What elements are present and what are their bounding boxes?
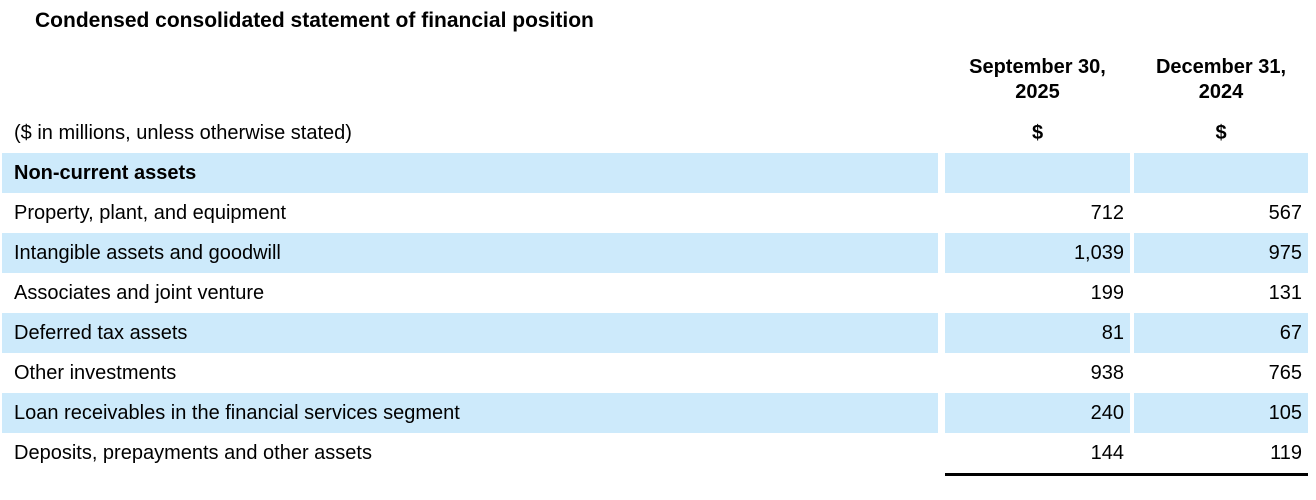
- row-label: Associates and joint venture: [0, 273, 938, 313]
- currency-symbol-sep-2025: $: [1031, 122, 1044, 144]
- row-value-dec-2024: 67: [1134, 313, 1308, 353]
- row-value-dec-2024: 131: [1268, 282, 1302, 304]
- currency-symbol-dec-2024: $: [1215, 122, 1227, 144]
- table-row: Other investments 938 765: [0, 353, 1316, 393]
- section-empty-cell: [945, 153, 1130, 193]
- column-gap: [938, 273, 945, 313]
- row-label: Intangible assets and goodwill: [0, 233, 938, 273]
- row-label: Deposits, prepayments and other assets: [0, 433, 938, 473]
- column-header-line2: 2024: [1198, 81, 1244, 103]
- units-row: ($ in millions, unless otherwise stated)…: [0, 113, 1316, 153]
- row-value-dec-2024: 975: [1134, 233, 1308, 273]
- section-label: Non-current assets: [0, 153, 938, 193]
- column-header-line1: September 30,: [969, 56, 1106, 78]
- unit-note: ($ in millions, unless otherwise stated): [0, 113, 938, 153]
- row-value-sep-2025: 712: [1090, 202, 1124, 224]
- column-gap: [1130, 32, 1134, 113]
- column-gap: [1130, 273, 1134, 313]
- column-gap: [1130, 153, 1134, 193]
- row-label: Deferred tax assets: [0, 313, 938, 353]
- page-title: Condensed consolidated statement of fina…: [35, 9, 594, 32]
- row-value-sep-2025: 938: [1090, 362, 1124, 384]
- row-value-sep-2025: 144: [1090, 442, 1124, 464]
- table-row: Property, plant, and equipment 712 567: [0, 193, 1316, 233]
- column-header-sep-30-2025: September 30, 2025: [945, 32, 1130, 113]
- table-bottom-rule: [945, 473, 1308, 476]
- column-gap: [938, 153, 945, 193]
- row-value-dec-2024: 567: [1268, 202, 1302, 224]
- column-gap: [1130, 113, 1134, 153]
- column-header-line1: December 31,: [1155, 56, 1287, 78]
- section-empty-cell: [1134, 153, 1308, 193]
- row-value-sep-2025: 240: [945, 393, 1130, 433]
- row-value-sep-2025: 1,039: [945, 233, 1130, 273]
- column-gap: [938, 433, 945, 473]
- column-gap: [938, 32, 945, 113]
- table-row: Deferred tax assets 81 67: [0, 313, 1316, 353]
- row-value-dec-2024: 119: [1270, 442, 1302, 464]
- row-label: Loan receivables in the financial servic…: [0, 393, 938, 433]
- table-header-row: September 30, 2025 December 31, 2024: [0, 32, 1316, 113]
- row-label: Other investments: [0, 353, 938, 393]
- column-header-line2: 2025: [1015, 81, 1060, 103]
- column-gap: [1130, 393, 1134, 433]
- column-gap: [1130, 313, 1134, 353]
- column-header-dec-31-2024: December 31, 2024: [1134, 32, 1308, 113]
- table-row: Loan receivables in the financial servic…: [0, 393, 1316, 433]
- column-gap: [938, 353, 945, 393]
- column-gap: [938, 393, 945, 433]
- table-row: Intangible assets and goodwill 1,039 975: [0, 233, 1316, 273]
- header-spacer: [0, 32, 938, 113]
- row-value-sep-2025: 199: [1090, 282, 1124, 304]
- column-gap: [1130, 193, 1134, 233]
- column-gap: [1130, 353, 1134, 393]
- section-row-non-current-assets: Non-current assets: [0, 153, 1316, 193]
- row-value-sep-2025: 81: [945, 313, 1130, 353]
- column-gap: [938, 313, 945, 353]
- column-gap: [938, 113, 945, 153]
- column-gap: [938, 233, 945, 273]
- column-gap: [1130, 433, 1134, 473]
- column-gap: [1130, 233, 1134, 273]
- column-gap: [938, 193, 945, 233]
- table-row: Deposits, prepayments and other assets 1…: [0, 433, 1316, 473]
- row-label: Property, plant, and equipment: [0, 193, 938, 233]
- row-value-dec-2024: 765: [1268, 362, 1302, 384]
- table-row: Associates and joint venture 199 131: [0, 273, 1316, 313]
- row-value-dec-2024: 105: [1134, 393, 1308, 433]
